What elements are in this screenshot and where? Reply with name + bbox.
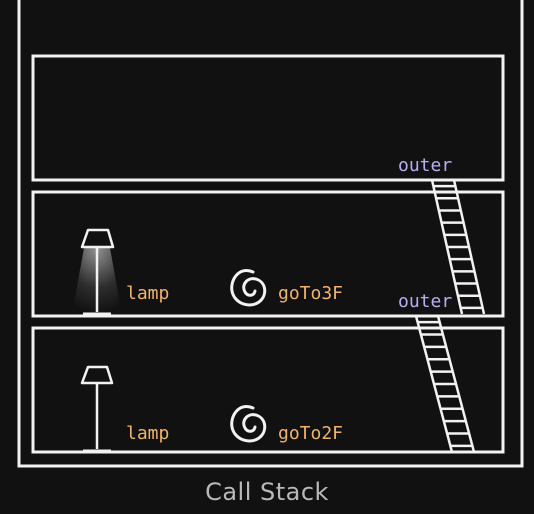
- stack-frame-empty: [31, 54, 505, 182]
- call-stack-caption: Call Stack: [205, 478, 329, 506]
- stack-frame-goto2f: [31, 326, 505, 454]
- spiral-icon: [230, 405, 267, 443]
- function-name-label: goTo3F: [278, 283, 344, 304]
- stack-frame-goto3f: [31, 190, 505, 318]
- variable-label: lamp: [126, 423, 170, 444]
- stack-container: [17, 0, 524, 468]
- ladder-icon: [414, 315, 476, 453]
- floor-lamp-icon: [80, 228, 115, 316]
- variable-label: lamp: [126, 283, 170, 304]
- floor-lamp-icon: [80, 365, 114, 453]
- ladder-icon: [430, 179, 486, 315]
- scope-link-label: outer: [398, 155, 453, 176]
- function-name-label: goTo2F: [278, 423, 344, 444]
- scope-link-label: outer: [398, 291, 453, 312]
- spiral-icon: [230, 269, 267, 307]
